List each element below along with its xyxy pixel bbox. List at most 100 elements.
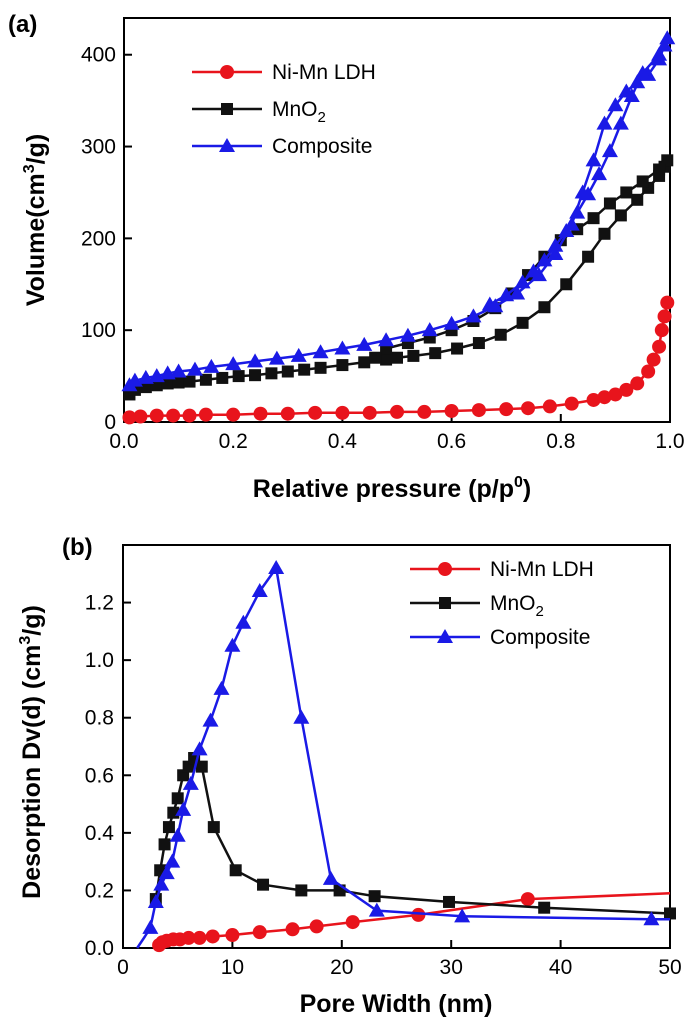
legend-marker — [437, 629, 453, 643]
data-point — [199, 373, 212, 386]
series-square — [149, 752, 676, 920]
x-tick-label: 0.2 — [219, 430, 248, 453]
panel-b-label: (b) — [62, 534, 93, 561]
data-point — [664, 907, 676, 920]
data-point — [265, 367, 278, 380]
y-tick-label: 0 — [104, 411, 116, 434]
data-point — [451, 342, 464, 355]
legend-marker — [221, 103, 233, 115]
data-point — [587, 212, 600, 225]
x-tick-label: 40 — [549, 956, 572, 979]
data-point — [614, 209, 627, 222]
y-tick-label: 200 — [81, 227, 116, 250]
data-point — [465, 308, 482, 323]
x-tick-label: 0.8 — [546, 430, 575, 453]
data-point — [582, 250, 595, 263]
data-point — [314, 361, 327, 374]
data-point — [192, 930, 207, 945]
data-point — [560, 278, 573, 291]
data-point — [164, 853, 181, 868]
data-point — [472, 337, 485, 350]
data-point — [547, 237, 564, 252]
x-tick-label: 20 — [330, 956, 353, 979]
y-tick-label: 0.8 — [85, 707, 114, 730]
data-point — [308, 405, 323, 420]
legend-item: MnO2 — [410, 592, 544, 620]
data-point — [225, 356, 242, 371]
data-point — [280, 406, 295, 421]
data-point — [634, 65, 651, 80]
x-tick-label: 10 — [221, 956, 244, 979]
data-point — [636, 175, 649, 188]
series-line — [154, 756, 671, 915]
data-point — [619, 382, 634, 397]
data-point — [334, 340, 351, 355]
y-tick-label: 0.6 — [85, 764, 114, 787]
data-point — [598, 227, 611, 240]
data-point — [232, 370, 245, 383]
data-point — [170, 363, 187, 378]
panel-b: (b) 0 10 20 30 40 50 0.0 0.2 0.4 0.6 0.8 1.0 1.2 Ni-… — [17, 534, 682, 1018]
data-point — [651, 46, 668, 61]
data-point — [514, 274, 531, 289]
data-point — [580, 186, 597, 201]
legend-label: Ni-Mn LDH — [272, 61, 376, 84]
data-point — [247, 353, 264, 368]
data-point — [623, 88, 640, 103]
data-point — [429, 347, 442, 360]
data-point — [643, 911, 660, 926]
data-point — [536, 252, 553, 267]
data-point — [591, 166, 608, 181]
data-point — [171, 792, 184, 805]
data-point — [224, 637, 241, 652]
data-point — [538, 901, 551, 914]
data-point — [659, 30, 676, 45]
data-point — [525, 263, 542, 278]
data-point — [521, 401, 536, 416]
legend-marker — [220, 65, 234, 79]
series-line — [128, 159, 669, 396]
data-point — [150, 379, 163, 392]
series-circle — [152, 892, 671, 953]
panel-b-series — [136, 560, 676, 953]
legend-label: MnO2 — [490, 592, 544, 620]
data-point — [558, 223, 575, 238]
data-point — [182, 775, 199, 790]
data-point — [312, 344, 329, 359]
data-point — [166, 408, 181, 423]
x-tick-label: 50 — [658, 956, 681, 979]
series-square — [123, 154, 674, 401]
data-point — [251, 583, 268, 598]
series-line — [128, 36, 669, 387]
y-tick-label: 1.2 — [85, 592, 114, 615]
data-point — [139, 381, 152, 394]
x-tick-label: 0.6 — [437, 430, 466, 453]
legend-marker — [439, 597, 451, 609]
data-point — [421, 322, 438, 337]
data-point — [657, 309, 672, 324]
data-point — [630, 376, 645, 391]
data-point — [653, 163, 666, 176]
data-point — [547, 245, 564, 260]
data-point — [225, 928, 240, 943]
data-point — [281, 365, 294, 378]
data-point — [122, 410, 137, 425]
data-point — [133, 409, 148, 424]
data-point — [498, 287, 515, 302]
data-point — [656, 37, 673, 52]
data-point — [253, 406, 268, 421]
data-point — [362, 405, 377, 420]
data-point — [169, 827, 186, 842]
y-tick-label: 0.2 — [85, 879, 114, 902]
data-point — [646, 352, 661, 367]
data-point — [454, 908, 471, 923]
data-point — [335, 405, 350, 420]
data-point — [158, 865, 175, 880]
data-point — [378, 332, 395, 347]
data-point — [586, 392, 601, 407]
legend-marker — [219, 138, 235, 152]
panel-b-plot-frame — [122, 544, 671, 949]
data-point — [298, 363, 311, 376]
data-point — [147, 893, 164, 908]
data-point — [603, 197, 616, 210]
